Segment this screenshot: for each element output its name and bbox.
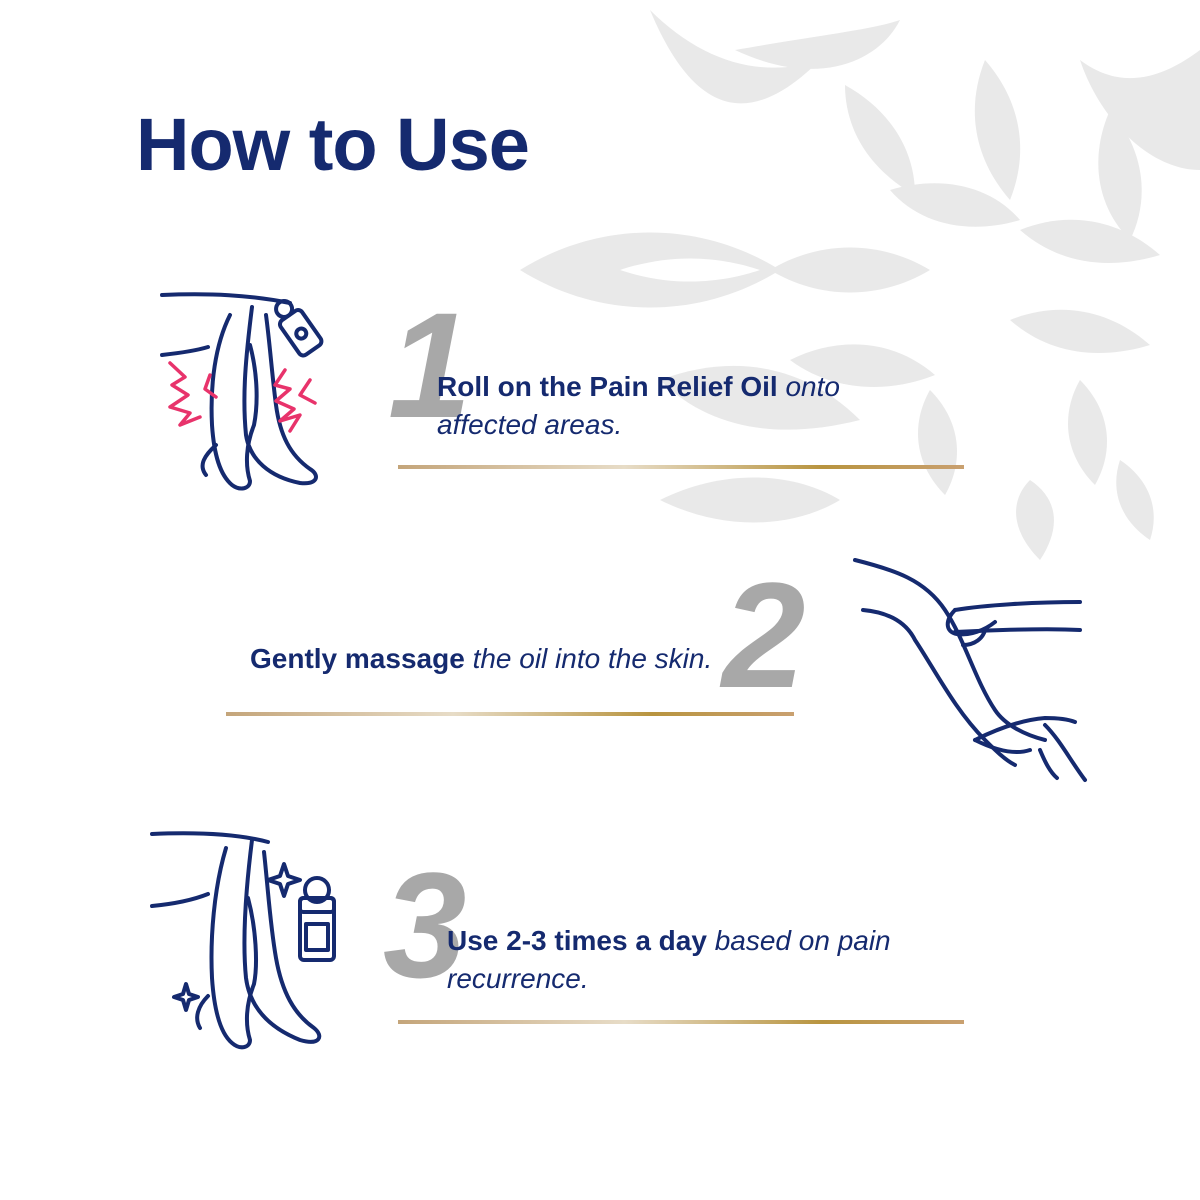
step-3-text: Use 2-3 times a day based on pain recurr…	[447, 922, 947, 998]
step-2-divider	[226, 712, 794, 716]
step-1-divider	[398, 465, 964, 469]
step-3-divider	[398, 1020, 964, 1024]
step-3-italic-text: based on pain recurrence.	[447, 925, 891, 994]
step-1-bold-text: Roll on the Pain Relief Oil	[437, 371, 778, 402]
hands-massaging-leg-icon	[853, 558, 1087, 782]
step-1-text: Roll on the Pain Relief Oil onto affecte…	[437, 368, 917, 444]
step-2-bold-text: Gently massage	[250, 643, 465, 674]
page-title: How to Use	[136, 103, 530, 186]
step-2-text: Gently massage the oil into the skin.	[250, 640, 770, 678]
legs-sparkle-bottle-icon	[150, 831, 336, 1050]
step-2-number: 2	[722, 551, 806, 719]
step-1-number: 1	[388, 281, 472, 449]
step-3-number: 3	[383, 841, 467, 1009]
legs-pain-roll-on-icon	[160, 292, 324, 491]
step-3-bold-text: Use 2-3 times a day	[447, 925, 707, 956]
step-2-italic-text: the oil into the skin.	[472, 643, 713, 674]
step-1-italic-text: onto affected areas.	[437, 371, 840, 440]
